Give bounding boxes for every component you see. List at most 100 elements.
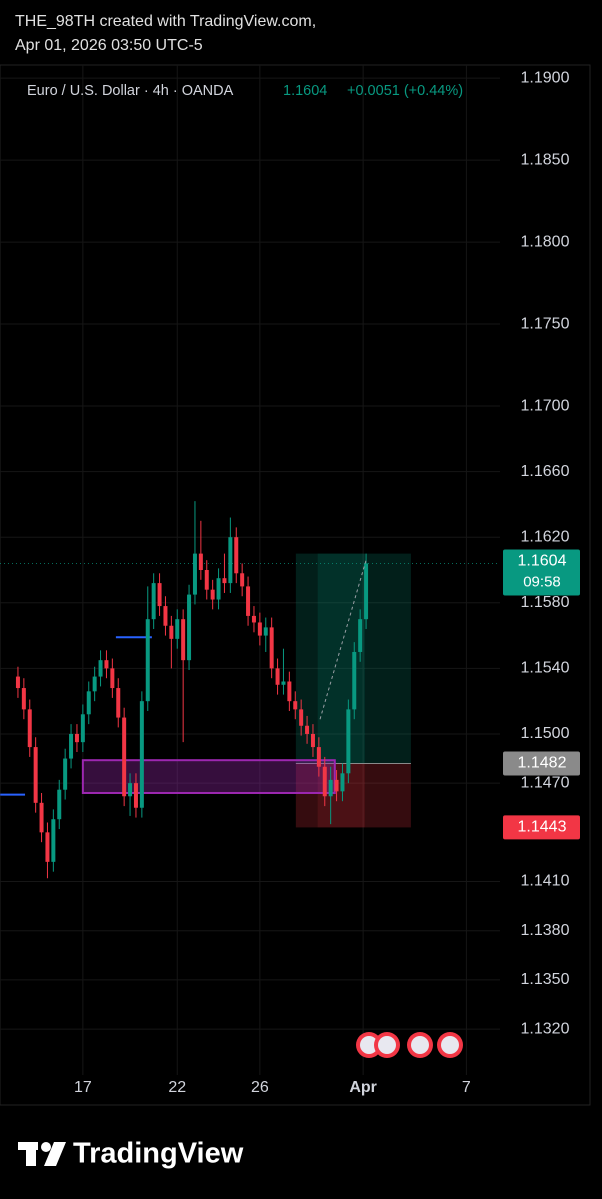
candle-body — [251, 615, 256, 623]
event-icon — [360, 1036, 378, 1054]
candle-body — [216, 578, 221, 600]
candle-body — [346, 709, 351, 774]
candle-body — [310, 733, 315, 748]
candle-body — [86, 691, 91, 715]
candle-body — [293, 701, 298, 710]
candle-body — [128, 783, 133, 797]
y-tick-label: 1.1750 — [521, 315, 570, 332]
candle-body — [92, 676, 97, 692]
x-tick-label: 26 — [251, 1079, 269, 1096]
candle-body — [69, 733, 74, 759]
price-label: 1.1482 — [518, 755, 567, 772]
legend-last: 1.1604 — [283, 83, 327, 99]
candle-body — [80, 714, 85, 743]
y-tick-label: 1.1470 — [521, 774, 570, 791]
order-block — [81, 759, 336, 794]
candle-body — [187, 594, 192, 661]
candle-body — [228, 537, 233, 584]
plot — [0, 65, 500, 1075]
chart-frame — [0, 64, 591, 1106]
candle-body — [145, 619, 150, 702]
candle-body — [98, 660, 103, 677]
candle-body — [257, 622, 262, 636]
candle-body — [263, 627, 268, 636]
y-tick-label: 1.1620 — [521, 528, 570, 545]
candle-body — [163, 606, 168, 626]
candle-body — [198, 553, 203, 570]
candle-body — [316, 747, 321, 767]
candle-body — [157, 583, 162, 607]
candle-body — [151, 583, 156, 620]
brand: TradingView — [73, 1138, 244, 1170]
y-tick-label: 1.1660 — [521, 463, 570, 480]
event-icons — [356, 1032, 463, 1058]
candle-body — [287, 681, 292, 702]
header-line: Apr 01, 2026 03:50 UTC-5 — [15, 37, 203, 54]
y-tick-label: 1.1850 — [521, 151, 570, 168]
candle-body — [275, 668, 280, 685]
y-tick-label: 1.1580 — [521, 594, 570, 611]
candle-body — [104, 660, 109, 669]
stop-zone — [295, 763, 411, 828]
legend-change: +0.0051 (+0.44%) — [347, 83, 463, 99]
candle-body — [74, 733, 79, 743]
y-tick-label: 1.1540 — [521, 660, 570, 677]
candle-body — [328, 779, 333, 797]
candle-body — [192, 553, 197, 595]
y-tick-label: 1.1900 — [521, 69, 570, 86]
candle-body — [110, 668, 115, 689]
candle-body — [33, 747, 38, 803]
event-icon — [441, 1036, 459, 1054]
candle-body — [133, 783, 138, 808]
price-label: 1.1604 — [518, 553, 567, 570]
candle-body — [222, 578, 227, 584]
price-label-box — [503, 751, 580, 776]
candle-body — [57, 789, 62, 820]
candle-body — [175, 619, 180, 639]
candle-body — [240, 573, 245, 587]
y-tick-label: 1.1380 — [521, 922, 570, 939]
candle-body — [122, 717, 127, 797]
candle-body — [352, 651, 357, 710]
candle-body — [39, 802, 44, 833]
candle-body — [299, 709, 304, 726]
y-tick-label: 1.1700 — [521, 397, 570, 414]
x-tick-label: Apr — [349, 1079, 377, 1096]
logo-part — [44, 1142, 66, 1166]
y-tick-label: 1.1350 — [521, 971, 570, 988]
candle-body — [234, 537, 239, 574]
candle-body — [45, 832, 50, 862]
logo-part — [26, 1142, 36, 1166]
x-tick-label: 22 — [168, 1079, 186, 1096]
logo-mark — [18, 1142, 66, 1166]
event-icon — [411, 1036, 429, 1054]
active-target — [317, 553, 365, 764]
header-line: THE_98TH created with TradingView.com, — [15, 13, 316, 30]
candle-body — [322, 766, 327, 797]
candle-body — [169, 625, 174, 639]
candle-body — [246, 586, 251, 616]
candle-body — [51, 819, 56, 862]
y-tick-label: 1.1500 — [521, 725, 570, 742]
candle-body — [340, 773, 345, 792]
price-label: 1.1443 — [518, 819, 567, 836]
candle-body — [15, 676, 20, 689]
candle-body — [21, 688, 26, 710]
price-label-box — [503, 549, 580, 596]
candle-body — [116, 688, 121, 718]
candle-body — [210, 589, 215, 600]
x-tick-label: 7 — [462, 1079, 471, 1096]
y-tick-label: 1.1320 — [521, 1020, 570, 1037]
countdown: 09:58 — [523, 573, 561, 590]
logo-part — [41, 1142, 51, 1152]
y-tick-label: 1.1410 — [521, 873, 570, 890]
candle-body — [364, 563, 369, 620]
price-label-box — [503, 815, 580, 840]
candle-body — [269, 627, 274, 669]
legend-symbol: Euro / U.S. Dollar · 4h · OANDA — [27, 83, 234, 99]
candle-body — [334, 779, 339, 792]
candle-body — [181, 619, 186, 661]
y-tick-label: 1.1800 — [521, 233, 570, 250]
candle-body — [281, 681, 286, 685]
